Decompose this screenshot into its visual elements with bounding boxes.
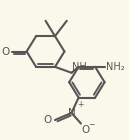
Text: +: + [77, 100, 83, 109]
Text: −: − [88, 120, 94, 129]
Text: NH₂: NH₂ [106, 62, 125, 72]
Text: N: N [68, 108, 75, 118]
Text: O: O [44, 115, 52, 125]
Text: O: O [82, 125, 90, 135]
Text: O: O [1, 46, 10, 57]
Text: NH: NH [72, 62, 87, 72]
